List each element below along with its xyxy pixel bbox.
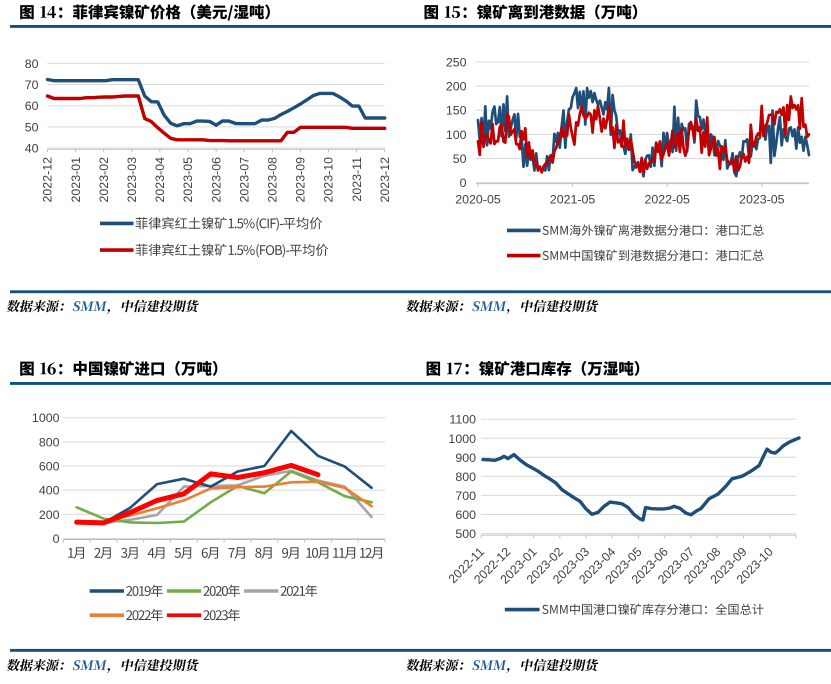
svg-text:2023-04: 2023-04 — [153, 157, 167, 203]
svg-text:800: 800 — [39, 435, 60, 449]
svg-text:2023-12: 2023-12 — [378, 157, 392, 203]
svg-text:2023-02: 2023-02 — [97, 157, 111, 203]
svg-text:2021-05: 2021-05 — [550, 193, 596, 207]
svg-text:200: 200 — [446, 80, 467, 94]
svg-text:2023-05: 2023-05 — [181, 157, 195, 203]
svg-text:2023-09: 2023-09 — [294, 157, 308, 203]
svg-text:2023-01: 2023-01 — [69, 157, 83, 203]
svg-text:1000: 1000 — [448, 432, 476, 446]
svg-text:2023-10: 2023-10 — [322, 157, 336, 203]
svg-text:800: 800 — [455, 470, 476, 484]
svg-text:700: 700 — [455, 489, 476, 503]
svg-text:50: 50 — [453, 152, 467, 166]
svg-text:600: 600 — [455, 508, 476, 522]
svg-text:2022-05: 2022-05 — [644, 193, 690, 207]
svg-text:2023-05: 2023-05 — [739, 193, 785, 207]
svg-text:60: 60 — [25, 99, 39, 113]
svg-text:900: 900 — [455, 451, 476, 465]
svg-text:1000: 1000 — [32, 411, 60, 425]
svg-text:400: 400 — [39, 484, 60, 498]
svg-text:2023-07: 2023-07 — [237, 157, 251, 203]
svg-text:600: 600 — [39, 460, 60, 474]
svg-text:40: 40 — [25, 142, 39, 156]
svg-text:2020-05: 2020-05 — [455, 193, 501, 207]
svg-text:80: 80 — [25, 57, 39, 71]
svg-text:0: 0 — [53, 532, 60, 546]
svg-text:50: 50 — [25, 120, 39, 134]
svg-text:100: 100 — [446, 128, 467, 142]
svg-text:0: 0 — [460, 176, 467, 190]
svg-text:250: 250 — [446, 55, 467, 69]
svg-text:1100: 1100 — [449, 413, 476, 427]
svg-text:2022-12: 2022-12 — [41, 157, 55, 203]
svg-text:2023-11: 2023-11 — [350, 157, 364, 202]
svg-text:200: 200 — [39, 508, 60, 522]
svg-text:500: 500 — [455, 527, 476, 541]
svg-text:2023-08: 2023-08 — [266, 157, 280, 203]
svg-text:150: 150 — [446, 104, 467, 118]
svg-text:70: 70 — [25, 78, 39, 92]
svg-text:2023-03: 2023-03 — [125, 157, 139, 203]
svg-text:2023-06: 2023-06 — [209, 157, 223, 203]
